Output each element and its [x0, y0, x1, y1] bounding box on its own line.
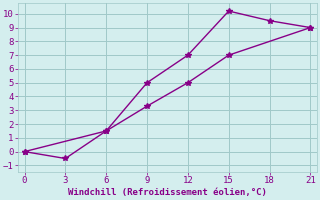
X-axis label: Windchill (Refroidissement éolien,°C): Windchill (Refroidissement éolien,°C)	[68, 188, 267, 197]
